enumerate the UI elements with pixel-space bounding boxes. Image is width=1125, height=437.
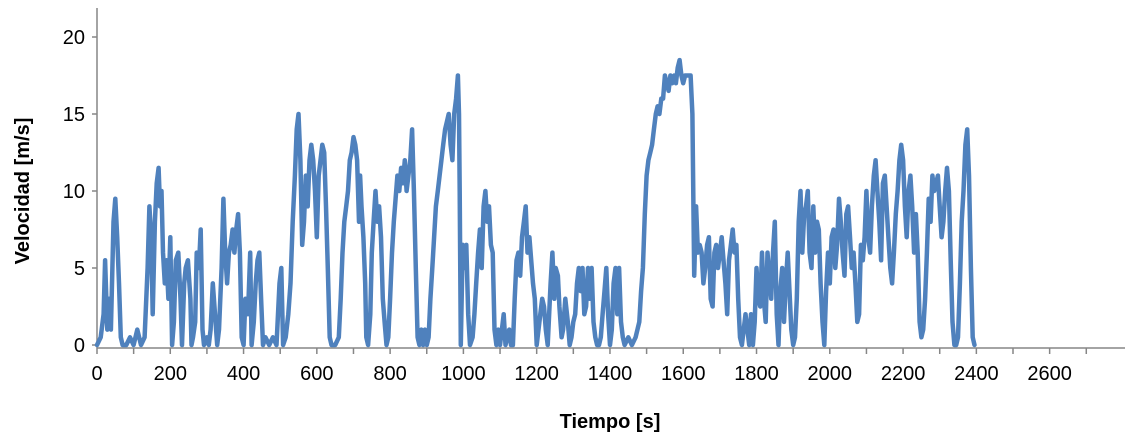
x-tick-label: 2200 xyxy=(881,363,926,385)
x-axis-title: Tiempo [s] xyxy=(560,411,661,433)
series-layer xyxy=(94,57,977,348)
plot-area: 0 5 10 15 20 0 200 400 600 800 1000 1200 1400 1600 18… xyxy=(63,8,1125,385)
y-tick-label: 15 xyxy=(63,104,85,126)
y-ticks: 0 5 10 15 20 xyxy=(63,27,97,357)
y-tick-label: 0 xyxy=(74,335,85,357)
x-tick-label: 2000 xyxy=(808,363,853,385)
x-tick-label: 600 xyxy=(300,363,333,385)
x-tick-label: 2400 xyxy=(954,363,999,385)
y-tick-label: 10 xyxy=(63,181,85,203)
x-tick-label: 1200 xyxy=(514,363,559,385)
series-line xyxy=(94,57,977,348)
y-axis-title: Velocidad [m/s] xyxy=(12,118,34,265)
y-tick-label: 5 xyxy=(74,258,85,280)
x-tick-label: 1000 xyxy=(441,363,486,385)
x-tick-label: 400 xyxy=(227,363,260,385)
y-tick-label: 20 xyxy=(63,27,85,49)
x-ticks: 0 200 400 600 800 1000 1200 1400 1600 1800 2000 220… xyxy=(91,348,1088,385)
x-tick-label: 1800 xyxy=(734,363,779,385)
x-tick-label: 200 xyxy=(154,363,187,385)
x-tick-label: 1600 xyxy=(661,363,706,385)
x-tick-label: 1400 xyxy=(588,363,633,385)
x-tick-label: 800 xyxy=(373,363,406,385)
x-tick-label: 2600 xyxy=(1027,363,1072,385)
x-tick-label: 0 xyxy=(91,363,102,385)
